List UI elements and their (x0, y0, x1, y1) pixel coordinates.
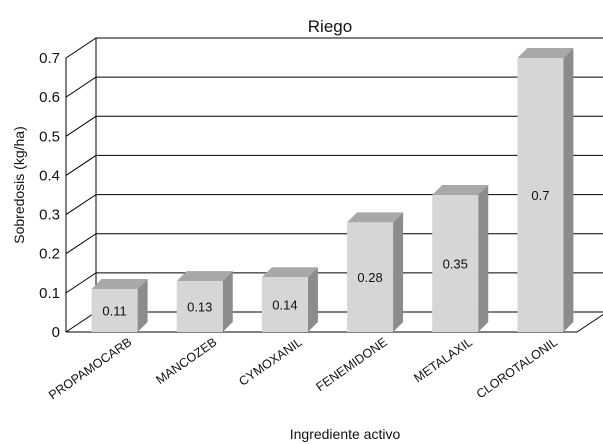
axes (65, 38, 603, 333)
y-tick-label: 0.4 (39, 167, 60, 184)
x-tick-label: FENEMIDONE (314, 335, 390, 394)
bar-side (307, 267, 318, 332)
bar: 0.13 (176, 271, 233, 332)
x-tick-label: CLOROTALONIL (474, 335, 560, 401)
bar-top (347, 212, 404, 223)
x-tick-label: MANCOZEB (153, 335, 219, 387)
floor-edge (576, 314, 603, 333)
y-tick-label: 0.7 (39, 50, 60, 67)
bar-top (91, 278, 148, 289)
data-label: 0.11 (102, 303, 126, 318)
bar: 0.7 (517, 48, 574, 332)
bar-side (478, 185, 489, 332)
bar-top (517, 48, 574, 58)
bar-front (517, 58, 564, 332)
x-tick-label: METALAXIL (411, 335, 475, 385)
data-label: 0.14 (272, 298, 297, 313)
y-tick-label: 0.3 (39, 207, 60, 224)
data-label: 0.35 (443, 257, 468, 272)
data-label: 0.13 (187, 300, 212, 315)
bar-side (563, 48, 574, 332)
y-tick-labels: 0 0.1 0.2 0.3 0.4 0.5 0.6 0.7 (39, 50, 60, 341)
x-tick-label: CYMOXANIL (236, 335, 304, 389)
y-axis-title: Sobredosis (kg/ha) (11, 126, 27, 244)
x-tick-label: PROPAMOCARB (46, 335, 134, 403)
y-tick-label: 0.2 (39, 246, 60, 263)
data-label: 0.7 (531, 188, 549, 203)
y-tick-label: 0 (52, 324, 60, 341)
bar-side (137, 278, 148, 332)
bar-front (261, 277, 308, 332)
bar-side (393, 212, 404, 332)
y-tick-label: 0.5 (39, 128, 60, 145)
bars: 0.11 0.13 0.14 0.28 0.35 0.7 (91, 48, 574, 332)
bar-top (176, 271, 233, 282)
bar-front (347, 222, 394, 332)
bar-front (176, 281, 223, 332)
bar: 0.28 (347, 212, 404, 332)
bar: 0.35 (432, 185, 489, 332)
x-axis-title: Ingrediente activo (290, 426, 401, 442)
bar-top (432, 185, 489, 195)
y-tick-label: 0.6 (39, 89, 60, 106)
data-label: 0.28 (357, 270, 382, 285)
chart-title: Riego (308, 17, 352, 36)
bar: 0.11 (91, 278, 148, 332)
y-tick-label: 0.1 (39, 285, 60, 302)
bar-front (91, 288, 138, 332)
bar-top (261, 267, 318, 278)
x-tick-labels: PROPAMOCARB MANCOZEB CYMOXANIL FENEMIDONE ME… (46, 335, 560, 403)
bar-side (222, 271, 233, 332)
bar: 0.14 (261, 267, 318, 332)
bar-front (432, 195, 479, 332)
